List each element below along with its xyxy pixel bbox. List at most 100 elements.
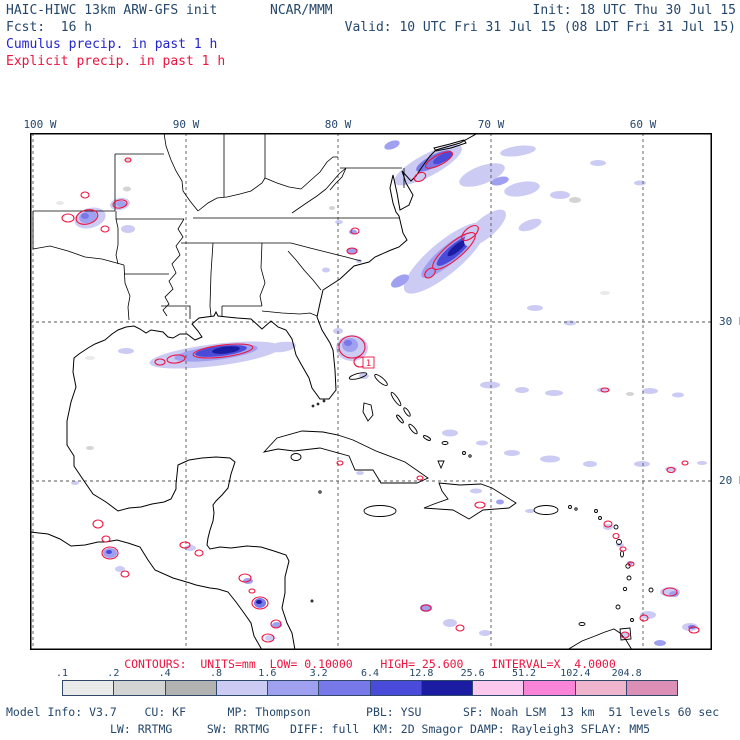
map-shape [125,158,131,162]
colorbar-tick: .2 [107,668,120,679]
lon-label: 90 W [172,118,200,131]
map-shape [101,546,119,560]
colorbar-cell [421,681,473,695]
colorbar-tick: .1 [55,668,69,679]
map-shape [248,588,256,594]
map-shape [356,471,364,475]
cumulus-field-label: Cumulus precip. in past 1 h [6,37,218,52]
map-shape [594,509,598,513]
florida-keys [322,399,326,403]
map-area: 100 W 90 W 80 W 70 W 60 W 30 N 20 N [23,118,740,650]
map-shape [264,156,338,190]
map-shape [550,191,570,199]
colorbar [62,680,678,696]
map-shape [162,218,185,317]
map-shape [403,407,411,417]
model-info-line1: Model Info: V3.7 CU: KF MP: Thompson PBL… [6,705,720,719]
map-shape [627,561,635,567]
lon-label: 100 W [23,118,57,131]
map-shape [347,248,357,254]
map-shape [221,305,262,316]
map-shape [479,630,491,636]
map-shape [346,247,358,255]
map-shape [525,509,535,513]
map-shape [166,354,186,364]
map-shape [619,546,627,552]
map-shape [197,177,266,212]
colorbar-tick: 204.8 [611,668,642,679]
map-shape [71,481,79,485]
venezuela-coastline [566,628,633,650]
map-canvas: 1 [30,133,712,650]
map-shape [374,374,388,386]
map-shape [447,239,467,257]
map-shape [697,461,707,465]
map-shape [480,381,500,389]
map-shape [462,451,466,455]
map-shape [194,549,204,557]
map-shape [265,635,275,641]
map-shape [640,611,656,619]
colorbar-tick: 12.8 [409,668,434,679]
map-shape [325,167,347,190]
map-shape [626,575,632,581]
map-shape [154,358,166,366]
map-shape [85,356,95,360]
map-shape [518,218,542,232]
map-shape [100,225,110,233]
contour-label-box [362,356,375,369]
map-shape [344,340,352,346]
colorbar-cell [370,681,422,695]
map-shape [583,461,597,467]
map-shape [568,505,572,509]
latlon-grid [30,133,712,650]
map-shape [184,545,196,551]
map-shape [56,201,64,205]
map-shape [600,291,610,295]
map-shape [464,209,506,247]
lon-label: 60 W [629,118,657,131]
map-shape [564,320,576,326]
map-shape [527,305,543,311]
map-shape [455,624,465,632]
map-shape [504,181,540,197]
colorbar-cell [216,681,268,695]
map-shape [81,213,89,219]
map-shape [603,520,613,528]
map-shape [115,566,125,572]
colorbar-tick: 1.6 [258,668,277,679]
map-shape [179,541,191,549]
map-shape [192,343,254,359]
caribbean-islands [262,372,654,650]
map-shape [259,242,266,307]
map-shape [256,600,262,604]
map-shape [540,455,560,463]
map-shape [424,267,436,279]
map-shape [112,199,128,209]
map-shape [390,391,402,407]
map-shape [336,460,344,466]
colorbar-tick: .4 [158,668,171,679]
map-shape [615,604,621,610]
map-shape [61,213,75,223]
map-shape [209,242,214,317]
map-shape [396,414,404,424]
map-shape [348,372,368,380]
map-shape [496,499,504,505]
isla-juventud-outline [290,453,302,461]
colorbar-cell [268,681,320,695]
map-shape [261,633,275,643]
map-shape [688,626,700,634]
puerto-rico-outline [533,505,559,515]
map-shape [238,573,252,583]
coastlines [30,133,479,650]
map-shape [613,524,619,530]
cuba-outline [262,430,429,484]
map-shape [672,392,684,398]
map-shape [124,157,132,163]
map-shape [630,618,634,622]
lat-label: 20 N [719,474,740,487]
map-shape [120,570,130,578]
contour-info-line: CONTOURS: UNITS=mm LOW= 0.10000 HIGH= 25… [124,657,616,671]
lon-label: 70 W [477,118,505,131]
